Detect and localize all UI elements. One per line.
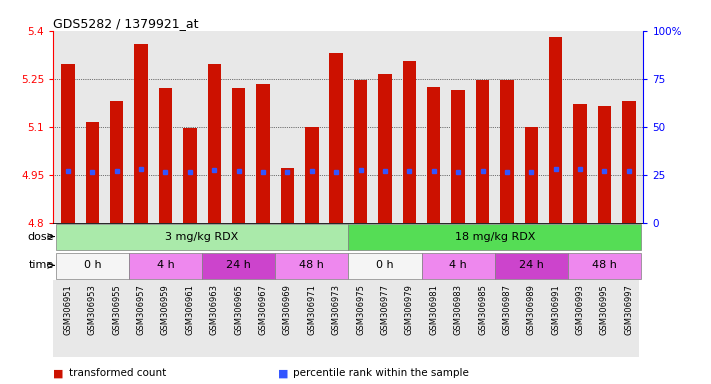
Text: GSM306953: GSM306953 [88, 284, 97, 335]
Text: 4 h: 4 h [156, 260, 174, 270]
Text: time: time [28, 260, 54, 270]
Bar [622, 101, 636, 223]
Bar [281, 168, 294, 223]
Text: 24 h: 24 h [519, 260, 544, 270]
Text: GSM306987: GSM306987 [503, 284, 511, 335]
Text: 3 mg/kg RDX: 3 mg/kg RDX [166, 232, 239, 242]
Text: GSM306989: GSM306989 [527, 284, 536, 335]
Text: 0 h: 0 h [83, 260, 101, 270]
FancyBboxPatch shape [348, 224, 641, 250]
Bar [85, 122, 99, 223]
Text: dose: dose [27, 232, 54, 242]
Text: GDS5282 / 1379921_at: GDS5282 / 1379921_at [53, 17, 199, 30]
Bar [110, 101, 124, 223]
Text: GSM306967: GSM306967 [259, 284, 267, 335]
Text: GSM306997: GSM306997 [624, 284, 634, 335]
Text: GSM306957: GSM306957 [137, 284, 146, 335]
FancyBboxPatch shape [275, 253, 348, 279]
Text: transformed count: transformed count [69, 368, 166, 378]
FancyBboxPatch shape [55, 253, 129, 279]
Text: ■: ■ [53, 368, 68, 378]
Bar [525, 127, 538, 223]
Bar [232, 88, 245, 223]
FancyBboxPatch shape [495, 253, 568, 279]
Text: 48 h: 48 h [592, 260, 617, 270]
Text: GSM306993: GSM306993 [575, 284, 584, 335]
Text: GSM306963: GSM306963 [210, 284, 219, 335]
Bar [451, 90, 465, 223]
Text: GSM306979: GSM306979 [405, 284, 414, 335]
Text: GSM306961: GSM306961 [186, 284, 194, 335]
FancyBboxPatch shape [53, 280, 638, 357]
FancyBboxPatch shape [422, 253, 495, 279]
Text: GSM306985: GSM306985 [478, 284, 487, 335]
Text: GSM306977: GSM306977 [380, 284, 390, 335]
Bar [378, 74, 392, 223]
Text: GSM306975: GSM306975 [356, 284, 365, 335]
Bar [208, 65, 221, 223]
FancyBboxPatch shape [202, 253, 275, 279]
Text: 0 h: 0 h [376, 260, 394, 270]
Bar [354, 80, 368, 223]
Text: GSM306973: GSM306973 [332, 284, 341, 335]
Bar [134, 43, 148, 223]
Bar [427, 87, 440, 223]
Bar [402, 61, 416, 223]
Bar [61, 65, 75, 223]
Bar [573, 104, 587, 223]
Text: GSM306981: GSM306981 [429, 284, 438, 335]
Bar [183, 128, 196, 223]
Text: GSM306955: GSM306955 [112, 284, 122, 335]
Text: GSM306991: GSM306991 [551, 284, 560, 335]
FancyBboxPatch shape [129, 253, 202, 279]
Text: 48 h: 48 h [299, 260, 324, 270]
Text: GSM306951: GSM306951 [63, 284, 73, 335]
Text: 4 h: 4 h [449, 260, 467, 270]
Text: percentile rank within the sample: percentile rank within the sample [293, 368, 469, 378]
Text: ■: ■ [277, 368, 292, 378]
Bar [501, 80, 513, 223]
Text: GSM306965: GSM306965 [234, 284, 243, 335]
Text: 24 h: 24 h [226, 260, 251, 270]
Text: GSM306983: GSM306983 [454, 284, 463, 335]
Bar [159, 88, 172, 223]
FancyBboxPatch shape [348, 253, 422, 279]
FancyBboxPatch shape [55, 224, 348, 250]
Text: GSM306959: GSM306959 [161, 284, 170, 335]
Bar [598, 106, 611, 223]
Text: 18 mg/kg RDX: 18 mg/kg RDX [454, 232, 535, 242]
Text: GSM306995: GSM306995 [600, 284, 609, 335]
Bar [476, 80, 489, 223]
Bar [329, 53, 343, 223]
Text: GSM306971: GSM306971 [307, 284, 316, 335]
FancyBboxPatch shape [568, 253, 641, 279]
Text: GSM306969: GSM306969 [283, 284, 292, 335]
Bar [257, 84, 269, 223]
Bar [305, 127, 319, 223]
Bar [549, 37, 562, 223]
